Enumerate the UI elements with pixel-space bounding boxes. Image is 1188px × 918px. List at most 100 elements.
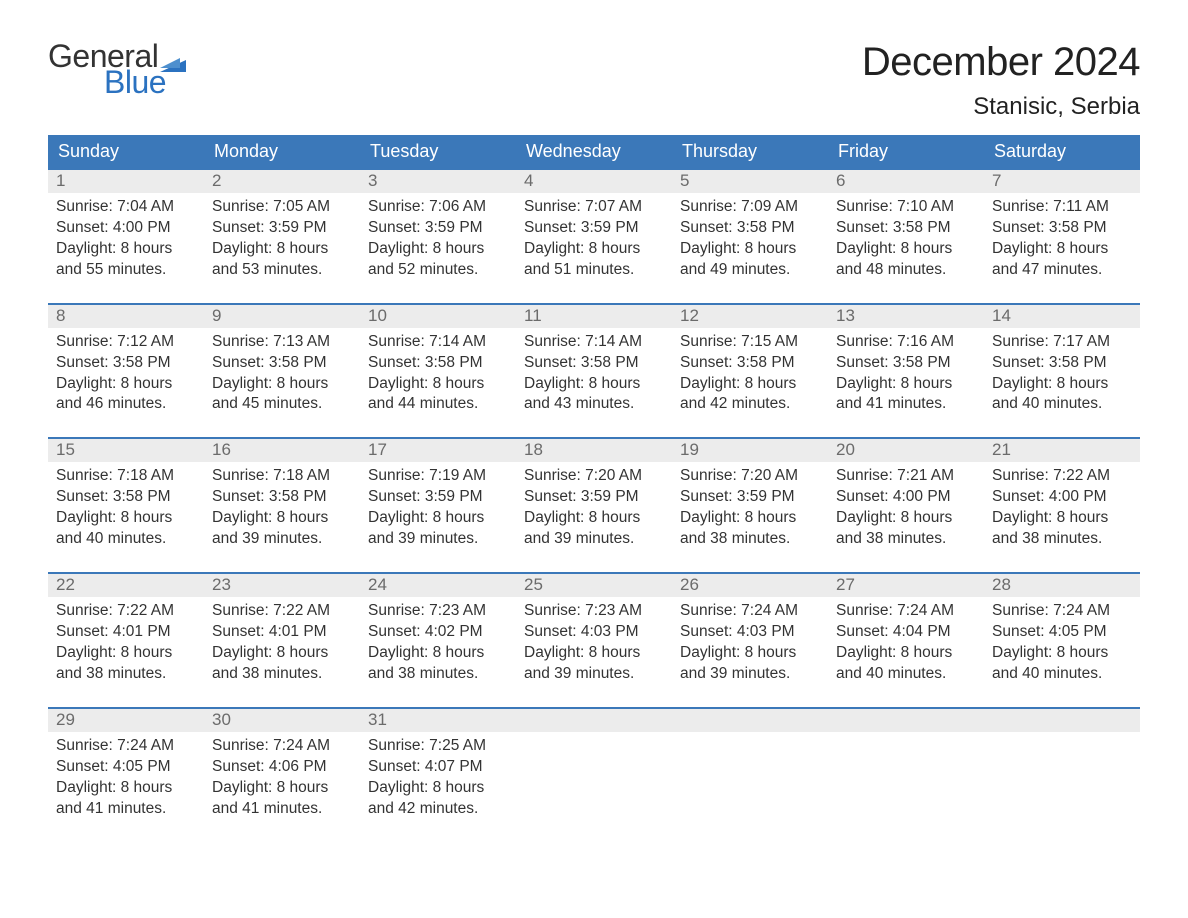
day-d2: and 45 minutes. [212,394,352,415]
day-number: 25 [516,574,672,597]
day-d1: Daylight: 8 hours [524,374,664,395]
day-number: 21 [984,439,1140,462]
day-d2: and 38 minutes. [212,664,352,685]
day-d2: and 49 minutes. [680,260,820,281]
day-number: 3 [360,170,516,193]
day-number: 22 [48,574,204,597]
day-d2: and 39 minutes. [524,529,664,550]
day-d1: Daylight: 8 hours [992,239,1132,260]
day-cell: 1Sunrise: 7:04 AMSunset: 4:00 PMDaylight… [48,170,204,285]
day-header-friday: Friday [828,135,984,168]
day-sunrise: Sunrise: 7:18 AM [56,466,196,487]
day-d1: Daylight: 8 hours [56,374,196,395]
day-number [672,709,828,732]
day-sunset: Sunset: 4:06 PM [212,757,352,778]
day-number: 15 [48,439,204,462]
day-cell: 11Sunrise: 7:14 AMSunset: 3:58 PMDayligh… [516,305,672,420]
day-d1: Daylight: 8 hours [836,508,976,529]
day-d1: Daylight: 8 hours [368,374,508,395]
day-sunrise: Sunrise: 7:22 AM [212,601,352,622]
day-d2: and 39 minutes. [212,529,352,550]
day-d2: and 38 minutes. [56,664,196,685]
day-sunrise: Sunrise: 7:24 AM [56,736,196,757]
day-number: 8 [48,305,204,328]
day-d2: and 39 minutes. [368,529,508,550]
day-number: 18 [516,439,672,462]
day-d2: and 46 minutes. [56,394,196,415]
day-cell [672,709,828,824]
day-number: 2 [204,170,360,193]
day-d1: Daylight: 8 hours [680,374,820,395]
day-sunrise: Sunrise: 7:22 AM [56,601,196,622]
day-header-tuesday: Tuesday [360,135,516,168]
day-cell: 29Sunrise: 7:24 AMSunset: 4:05 PMDayligh… [48,709,204,824]
day-body: Sunrise: 7:18 AMSunset: 3:58 PMDaylight:… [48,462,204,554]
day-d1: Daylight: 8 hours [680,239,820,260]
day-sunset: Sunset: 3:58 PM [680,353,820,374]
day-number: 29 [48,709,204,732]
day-cell: 26Sunrise: 7:24 AMSunset: 4:03 PMDayligh… [672,574,828,689]
day-number: 1 [48,170,204,193]
day-sunrise: Sunrise: 7:10 AM [836,197,976,218]
day-sunrise: Sunrise: 7:23 AM [368,601,508,622]
day-cell: 27Sunrise: 7:24 AMSunset: 4:04 PMDayligh… [828,574,984,689]
day-d2: and 52 minutes. [368,260,508,281]
day-d2: and 51 minutes. [524,260,664,281]
day-d1: Daylight: 8 hours [368,778,508,799]
day-cell: 15Sunrise: 7:18 AMSunset: 3:58 PMDayligh… [48,439,204,554]
day-cell: 10Sunrise: 7:14 AMSunset: 3:58 PMDayligh… [360,305,516,420]
day-sunset: Sunset: 3:58 PM [992,353,1132,374]
day-sunrise: Sunrise: 7:17 AM [992,332,1132,353]
day-number: 26 [672,574,828,597]
day-sunrise: Sunrise: 7:14 AM [524,332,664,353]
day-d1: Daylight: 8 hours [56,239,196,260]
day-d1: Daylight: 8 hours [992,643,1132,664]
day-d1: Daylight: 8 hours [992,508,1132,529]
day-d1: Daylight: 8 hours [524,508,664,529]
day-body: Sunrise: 7:14 AMSunset: 3:58 PMDaylight:… [516,328,672,420]
day-number: 13 [828,305,984,328]
day-d2: and 38 minutes. [680,529,820,550]
day-body: Sunrise: 7:06 AMSunset: 3:59 PMDaylight:… [360,193,516,285]
day-sunrise: Sunrise: 7:14 AM [368,332,508,353]
day-sunset: Sunset: 3:59 PM [680,487,820,508]
day-sunrise: Sunrise: 7:20 AM [680,466,820,487]
week-row: 1Sunrise: 7:04 AMSunset: 4:00 PMDaylight… [48,168,1140,285]
day-cell: 13Sunrise: 7:16 AMSunset: 3:58 PMDayligh… [828,305,984,420]
day-d2: and 38 minutes. [368,664,508,685]
day-number: 7 [984,170,1140,193]
day-sunset: Sunset: 4:01 PM [212,622,352,643]
day-d2: and 40 minutes. [992,664,1132,685]
day-sunset: Sunset: 4:04 PM [836,622,976,643]
day-sunrise: Sunrise: 7:04 AM [56,197,196,218]
day-body: Sunrise: 7:16 AMSunset: 3:58 PMDaylight:… [828,328,984,420]
day-d2: and 43 minutes. [524,394,664,415]
day-sunset: Sunset: 4:01 PM [56,622,196,643]
day-d2: and 48 minutes. [836,260,976,281]
day-sunset: Sunset: 3:59 PM [212,218,352,239]
day-body: Sunrise: 7:20 AMSunset: 3:59 PMDaylight:… [516,462,672,554]
day-sunset: Sunset: 3:59 PM [524,487,664,508]
day-sunset: Sunset: 3:58 PM [836,218,976,239]
day-sunset: Sunset: 3:58 PM [992,218,1132,239]
day-cell: 4Sunrise: 7:07 AMSunset: 3:59 PMDaylight… [516,170,672,285]
day-body: Sunrise: 7:21 AMSunset: 4:00 PMDaylight:… [828,462,984,554]
title-block: December 2024 Stanisic, Serbia [862,40,1140,121]
location-label: Stanisic, Serbia [862,93,1140,121]
day-number: 4 [516,170,672,193]
day-sunset: Sunset: 4:03 PM [524,622,664,643]
day-body: Sunrise: 7:24 AMSunset: 4:04 PMDaylight:… [828,597,984,689]
day-d1: Daylight: 8 hours [836,374,976,395]
day-cell: 8Sunrise: 7:12 AMSunset: 3:58 PMDaylight… [48,305,204,420]
day-number [828,709,984,732]
day-number: 14 [984,305,1140,328]
day-cell: 16Sunrise: 7:18 AMSunset: 3:58 PMDayligh… [204,439,360,554]
day-cell: 5Sunrise: 7:09 AMSunset: 3:58 PMDaylight… [672,170,828,285]
day-body: Sunrise: 7:14 AMSunset: 3:58 PMDaylight:… [360,328,516,420]
day-d2: and 41 minutes. [56,799,196,820]
day-body: Sunrise: 7:22 AMSunset: 4:01 PMDaylight:… [48,597,204,689]
day-header-wednesday: Wednesday [516,135,672,168]
day-number: 12 [672,305,828,328]
day-d1: Daylight: 8 hours [212,508,352,529]
day-cell: 31Sunrise: 7:25 AMSunset: 4:07 PMDayligh… [360,709,516,824]
